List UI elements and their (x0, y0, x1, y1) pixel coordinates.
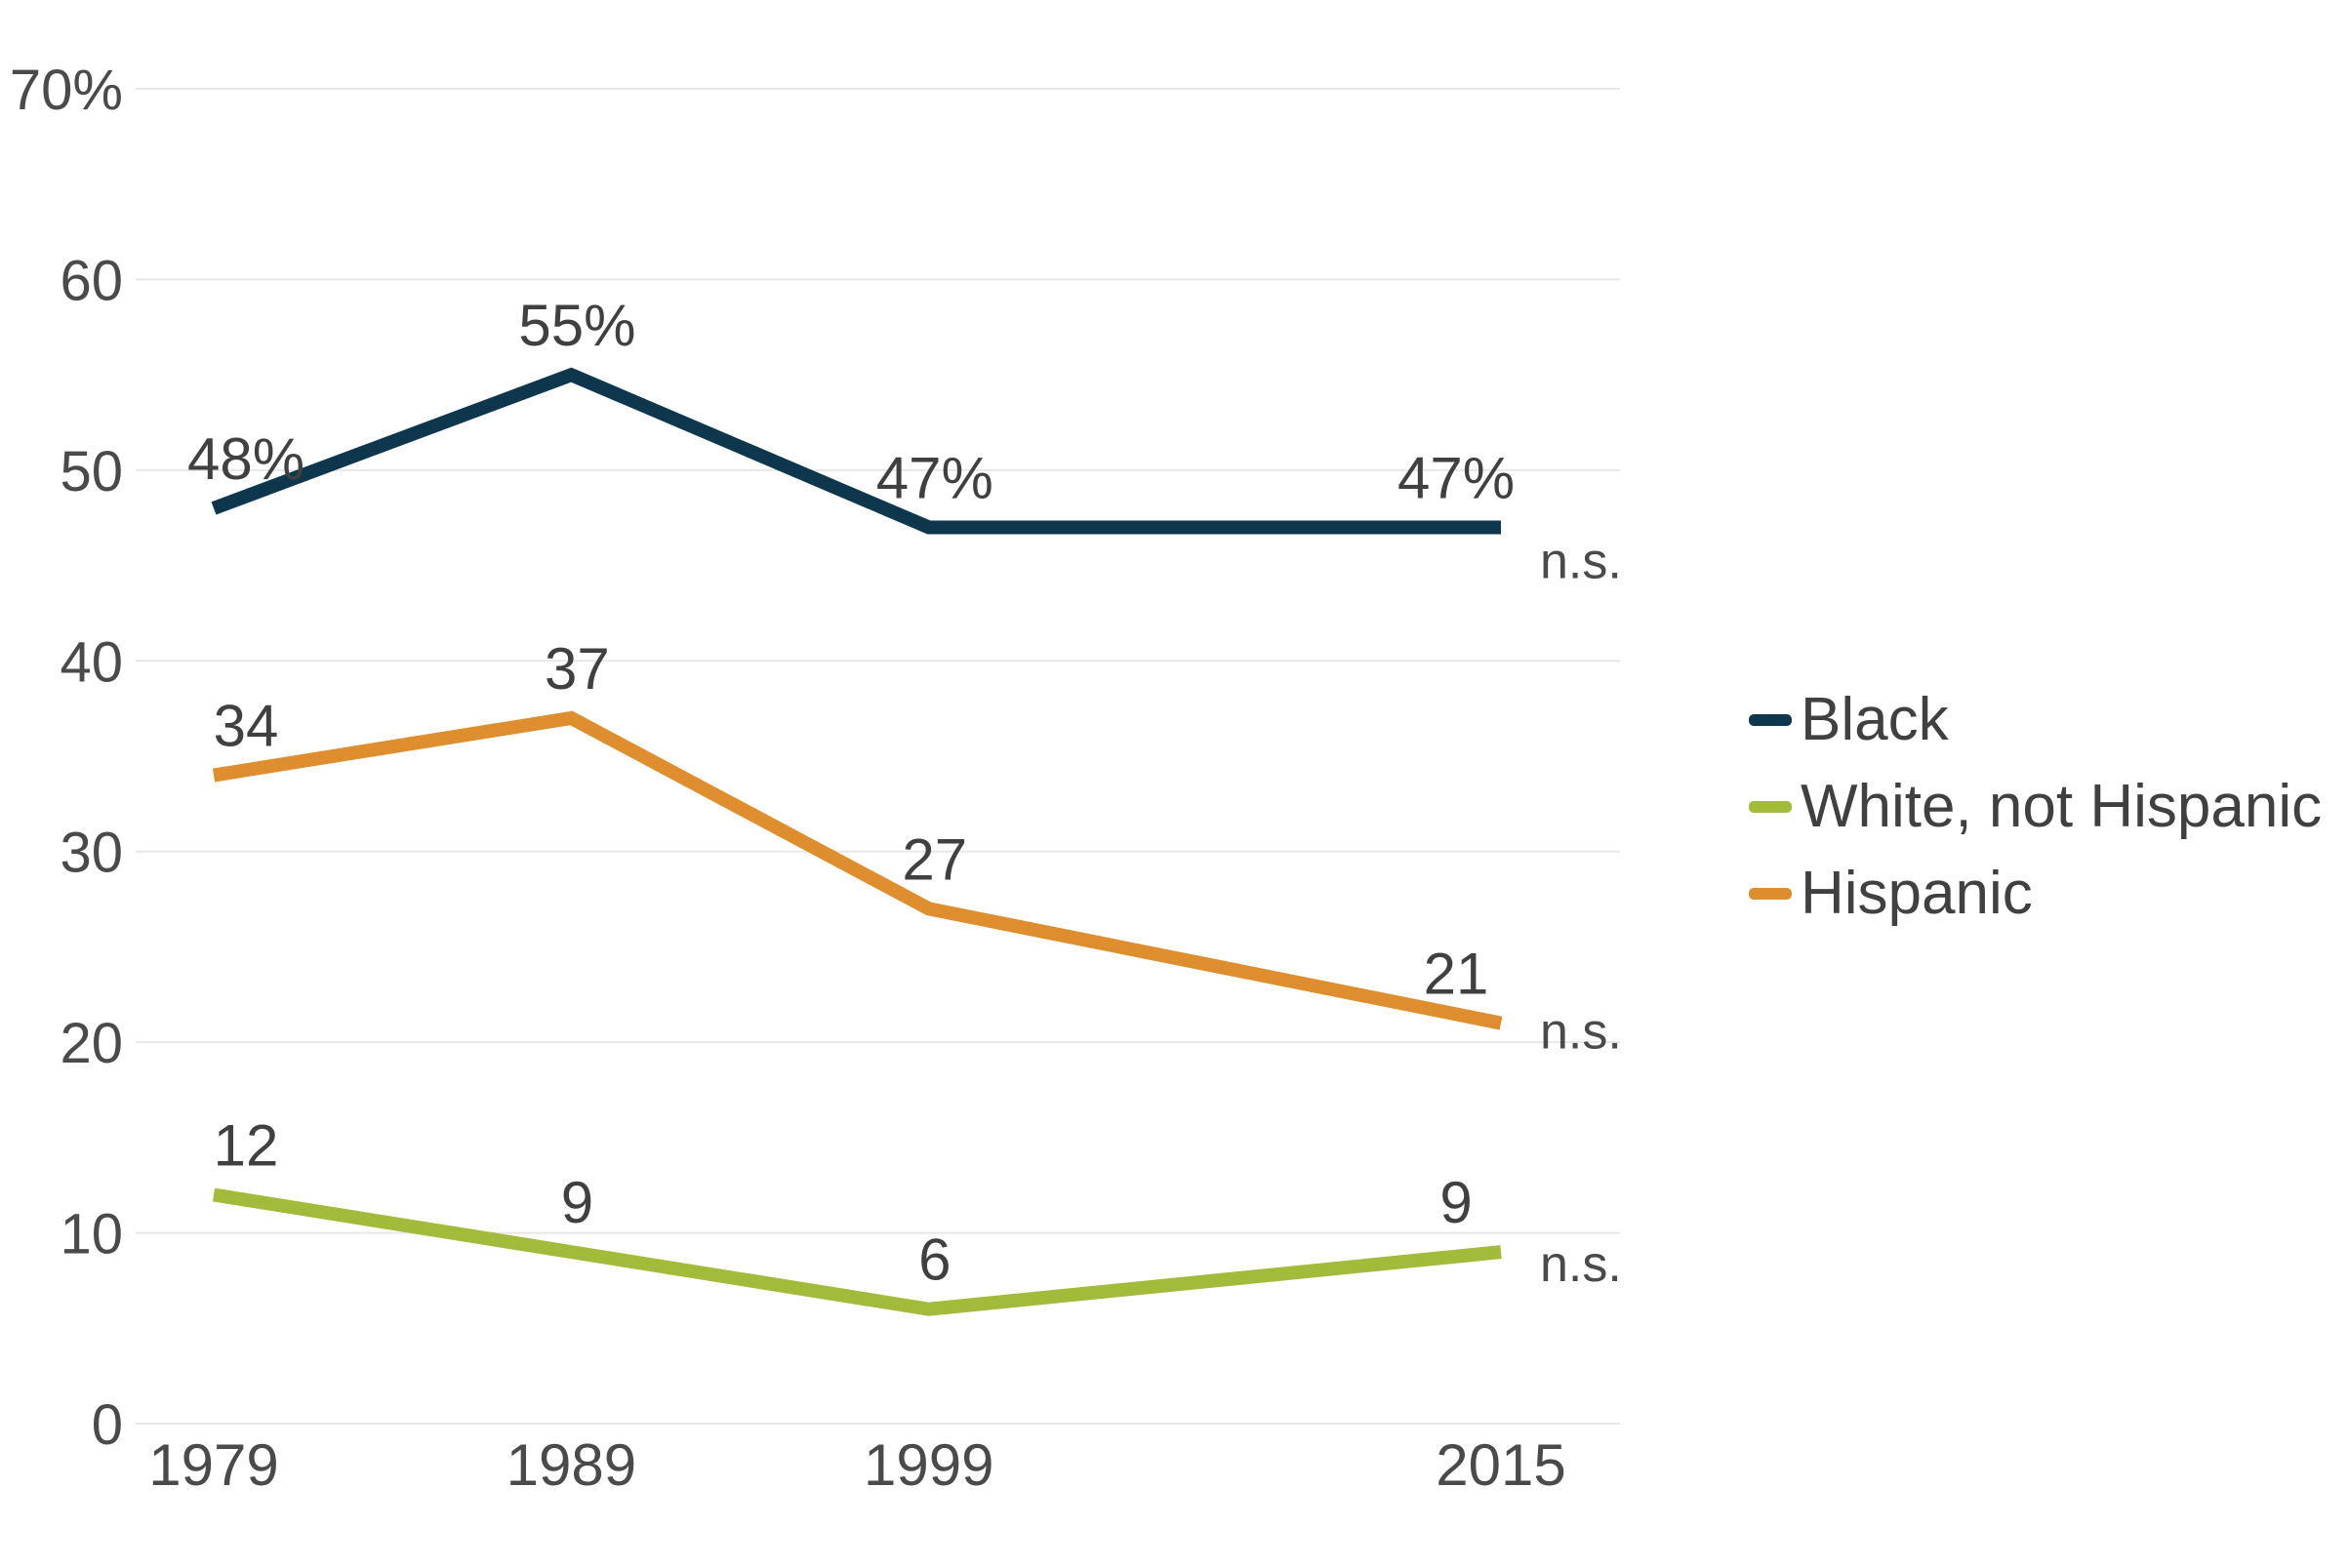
x-tick-label: 1979 (148, 1432, 278, 1498)
data-point-label: 47% (876, 445, 993, 510)
data-point-label: 12 (214, 1112, 279, 1178)
legend-item-black: Black (1749, 689, 2322, 750)
data-point-label: 48% (187, 426, 304, 492)
ns-annotation: n.s. (1540, 1236, 1622, 1293)
y-tick-label: 0 (92, 1393, 123, 1457)
data-point-label: 47% (1397, 445, 1515, 510)
y-tick-label: 10 (60, 1203, 123, 1266)
y-tick-label: 70% (10, 59, 123, 122)
legend-swatch-icon (1749, 887, 1792, 900)
ns-annotation: n.s. (1540, 1004, 1622, 1061)
series-line-hispanic (212, 710, 1503, 1030)
data-point-label: 9 (1439, 1170, 1472, 1235)
data-point-label: 37 (545, 636, 610, 702)
legend-label: Hispanic (1801, 860, 2033, 927)
data-point-label: 55% (518, 293, 635, 358)
y-tick-label: 30 (60, 822, 123, 885)
legend-label: Black (1801, 686, 1949, 753)
legend-label: White, not Hispanic (1801, 773, 2323, 840)
data-point-label: 27 (902, 826, 967, 892)
y-tick-label: 60 (60, 249, 123, 312)
y-tick-label: 20 (60, 1012, 123, 1075)
series-line-white-not-hispanic (212, 1187, 1502, 1316)
legend-item-hispanic: Hispanic (1749, 863, 2322, 924)
x-tick-label: 2015 (1436, 1432, 1565, 1498)
y-tick-label: 50 (60, 440, 123, 503)
legend-swatch-icon (1749, 713, 1792, 726)
series-line-black (211, 367, 1501, 535)
data-point-label: 9 (561, 1170, 593, 1235)
legend-swatch-icon (1749, 800, 1792, 813)
data-point-label: 34 (214, 694, 279, 759)
data-point-label: 21 (1424, 942, 1489, 1007)
legend-item-white-not-hispanic: White, not Hispanic (1749, 776, 2322, 837)
chart-legend: Black White, not Hispanic Hispanic (1749, 689, 2322, 949)
x-tick-label: 1999 (864, 1432, 993, 1498)
ns-annotation: n.s. (1540, 533, 1622, 589)
y-tick-label: 40 (60, 630, 123, 694)
x-tick-label: 1989 (506, 1432, 636, 1498)
data-point-label: 6 (918, 1227, 951, 1293)
